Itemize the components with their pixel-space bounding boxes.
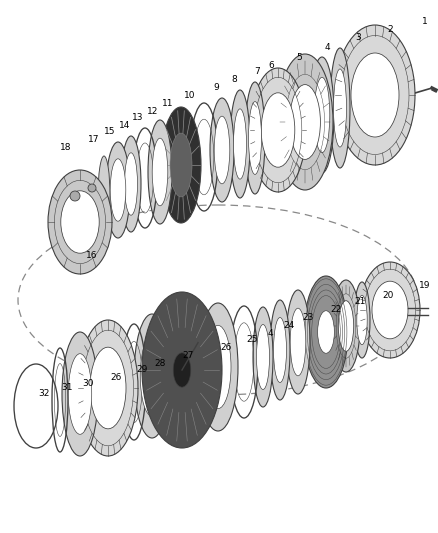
Ellipse shape <box>142 292 222 448</box>
Ellipse shape <box>330 48 350 168</box>
Ellipse shape <box>270 300 290 400</box>
Ellipse shape <box>248 102 261 174</box>
Ellipse shape <box>290 85 321 159</box>
Text: 13: 13 <box>132 114 144 123</box>
Ellipse shape <box>245 82 265 194</box>
Ellipse shape <box>333 69 346 147</box>
Ellipse shape <box>68 354 92 434</box>
Text: 8: 8 <box>231 75 237 84</box>
Ellipse shape <box>354 282 370 358</box>
Ellipse shape <box>277 54 333 190</box>
Text: 7: 7 <box>254 68 260 77</box>
Text: 23: 23 <box>302 313 314 322</box>
Text: 17: 17 <box>88 135 100 144</box>
Ellipse shape <box>253 307 273 407</box>
Text: 4: 4 <box>324 44 330 52</box>
Ellipse shape <box>121 136 141 232</box>
Text: 28: 28 <box>154 359 166 367</box>
Ellipse shape <box>170 133 192 197</box>
Ellipse shape <box>146 304 218 437</box>
Ellipse shape <box>152 138 168 206</box>
Ellipse shape <box>261 93 295 167</box>
Text: 2: 2 <box>387 26 393 35</box>
Ellipse shape <box>233 109 247 179</box>
Ellipse shape <box>357 295 367 345</box>
Text: 19: 19 <box>419 281 431 290</box>
Ellipse shape <box>273 318 286 383</box>
Text: 32: 32 <box>38 390 49 399</box>
Text: 26: 26 <box>220 343 232 351</box>
Text: 5: 5 <box>296 53 302 62</box>
Ellipse shape <box>173 353 191 387</box>
Ellipse shape <box>257 325 269 390</box>
Text: 24: 24 <box>283 321 295 330</box>
Ellipse shape <box>146 305 218 438</box>
Text: 4: 4 <box>267 329 273 338</box>
Ellipse shape <box>62 332 98 456</box>
Text: 18: 18 <box>60 143 72 152</box>
Ellipse shape <box>335 25 415 165</box>
Text: 27: 27 <box>182 351 194 360</box>
Text: 31: 31 <box>61 384 73 392</box>
Ellipse shape <box>146 302 218 434</box>
Text: 11: 11 <box>162 100 174 109</box>
Text: 9: 9 <box>213 84 219 93</box>
Text: 12: 12 <box>147 107 159 116</box>
Ellipse shape <box>372 281 408 339</box>
Text: 16: 16 <box>86 252 98 261</box>
Ellipse shape <box>110 159 126 221</box>
Ellipse shape <box>338 301 354 351</box>
Circle shape <box>70 191 80 201</box>
Ellipse shape <box>124 153 138 215</box>
Ellipse shape <box>48 170 112 274</box>
Text: 1: 1 <box>422 18 428 27</box>
Ellipse shape <box>90 347 126 429</box>
Text: 20: 20 <box>382 290 394 300</box>
Text: 6: 6 <box>268 61 274 69</box>
Ellipse shape <box>250 68 306 192</box>
Ellipse shape <box>161 107 201 223</box>
Text: 25: 25 <box>246 335 258 344</box>
Ellipse shape <box>214 116 230 184</box>
Ellipse shape <box>286 290 310 394</box>
Ellipse shape <box>290 308 306 376</box>
Text: 10: 10 <box>184 92 196 101</box>
Text: 21: 21 <box>354 297 366 306</box>
Ellipse shape <box>198 303 238 431</box>
Text: 15: 15 <box>104 127 116 136</box>
Text: 14: 14 <box>119 120 131 130</box>
Ellipse shape <box>351 53 399 137</box>
Text: 26: 26 <box>110 373 122 382</box>
Ellipse shape <box>332 280 360 372</box>
Ellipse shape <box>360 262 420 358</box>
Ellipse shape <box>314 77 330 152</box>
Text: 29: 29 <box>136 366 148 375</box>
Ellipse shape <box>98 156 110 236</box>
Ellipse shape <box>210 98 234 202</box>
Ellipse shape <box>310 57 334 173</box>
Ellipse shape <box>61 191 99 253</box>
Ellipse shape <box>230 90 250 198</box>
Ellipse shape <box>318 311 334 353</box>
Ellipse shape <box>106 142 130 238</box>
Text: 30: 30 <box>82 378 94 387</box>
Ellipse shape <box>134 314 170 438</box>
Text: 3: 3 <box>355 34 361 43</box>
Ellipse shape <box>304 276 348 388</box>
Ellipse shape <box>148 120 172 224</box>
Circle shape <box>88 184 96 192</box>
Ellipse shape <box>205 326 231 409</box>
Ellipse shape <box>78 320 138 456</box>
Ellipse shape <box>140 336 164 416</box>
Text: 22: 22 <box>330 304 342 313</box>
